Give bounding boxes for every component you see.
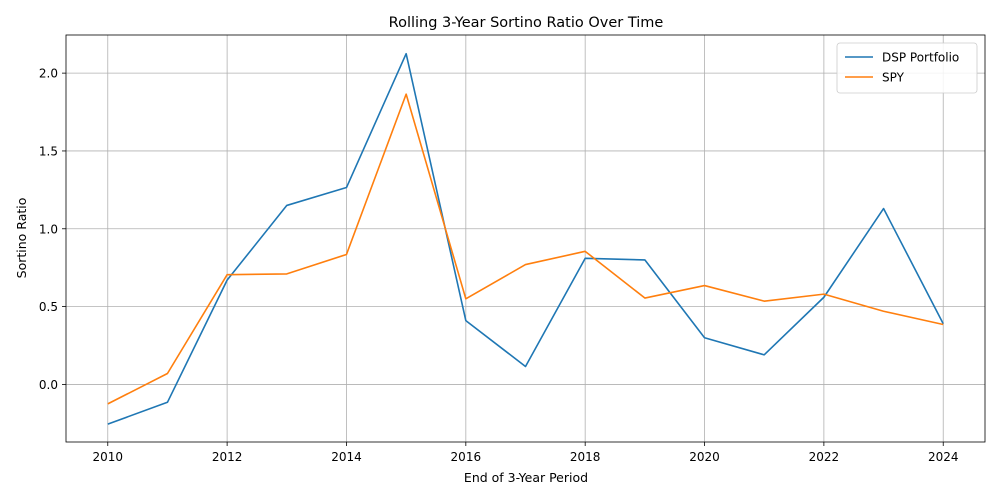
y-tick-label: 0.5: [39, 300, 58, 314]
x-tick-label: 2010: [92, 450, 123, 464]
legend-label-dsp-portfolio: DSP Portfolio: [882, 51, 959, 65]
legend-box: [836, 42, 978, 94]
y-axis-label: Sortino Ratio: [14, 198, 29, 279]
x-axis-ticks: 2010 2012 2014 2016 2018 2020 2022 2024: [92, 442, 959, 464]
series-line-spy: [107, 93, 944, 405]
x-tick-label: 2022: [809, 450, 840, 464]
series-line-dsp-portfolio: [107, 52, 944, 425]
x-tick-label: 2020: [689, 450, 720, 464]
x-tick-label: 2016: [451, 450, 482, 464]
y-axis-ticks: 0.0 0.5 1.0 1.5 2.0: [39, 67, 66, 392]
x-tick-label: 2014: [331, 450, 362, 464]
legend: DSP Portfolio SPY: [836, 42, 978, 94]
x-tick-label: 2018: [570, 450, 601, 464]
y-tick-label: 2.0: [39, 67, 58, 81]
x-axis-label: End of 3-Year Period: [464, 470, 588, 485]
legend-label-spy: SPY: [882, 71, 905, 85]
x-tick-label: 2012: [212, 450, 243, 464]
x-tick-label: 2024: [928, 450, 959, 464]
plot-area-frame: [65, 34, 986, 443]
series-lines: [107, 52, 944, 425]
y-tick-label: 1.5: [39, 144, 58, 158]
y-tick-label: 0.0: [39, 378, 58, 392]
chart-title: Rolling 3-Year Sortino Ratio Over Time: [389, 15, 664, 31]
y-tick-label: 1.0: [39, 222, 58, 236]
grid-lines: [66, 35, 985, 442]
